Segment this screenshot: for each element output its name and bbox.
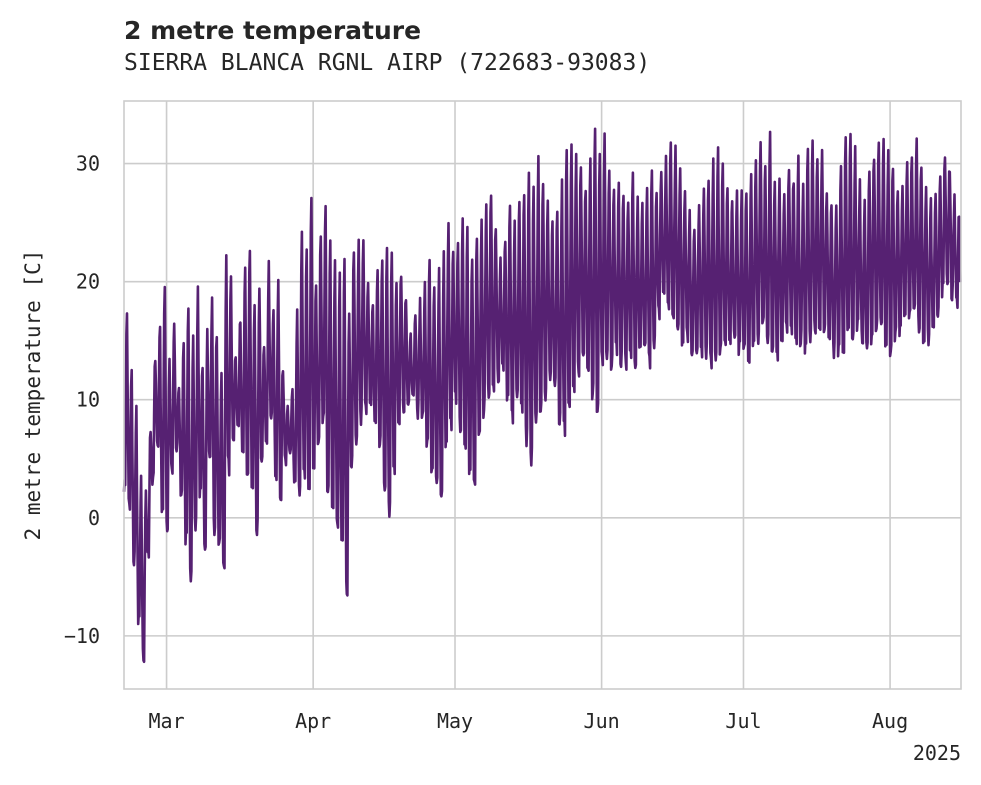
x-tick-label: Apr [295, 709, 331, 733]
chart-title: 2 metre temperature [124, 16, 422, 45]
chart-subtitle: SIERRA BLANCA RGNL AIRP (722683-93083) [124, 50, 651, 76]
x-axis-year-label: 2025 [913, 741, 961, 765]
x-tick-label: Aug [872, 709, 908, 733]
y-tick-label: 10 [76, 388, 100, 412]
series-group [122, 127, 962, 664]
y-tick-label: 0 [88, 506, 100, 530]
y-tick-label: 20 [76, 270, 100, 294]
y-axis-label: 2 metre temperature [C] [21, 250, 45, 541]
y-tick-label: −10 [64, 624, 100, 648]
series-line [122, 127, 962, 664]
x-tick-label: May [437, 709, 473, 733]
y-axis-ticks: −10 0 10 20 30 [64, 152, 100, 648]
x-tick-label: Jun [584, 709, 620, 733]
plot-frame [123, 100, 962, 690]
y-tick-label: 30 [76, 152, 100, 176]
x-tick-label: Mar [148, 709, 184, 733]
x-axis-ticks: Mar Apr May Jun Jul Aug [148, 709, 908, 733]
x-tick-label: Jul [725, 709, 761, 733]
